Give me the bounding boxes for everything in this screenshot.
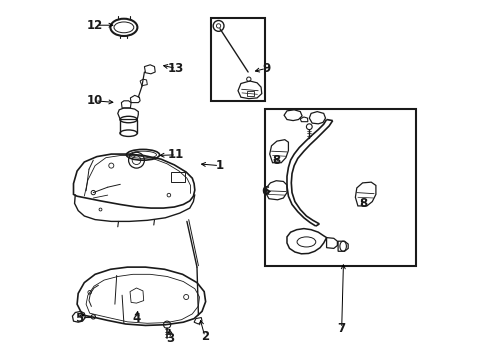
Text: 4: 4 <box>132 312 141 325</box>
Text: 13: 13 <box>168 62 184 75</box>
Bar <box>170 172 185 182</box>
Text: 11: 11 <box>168 148 184 161</box>
Text: 1: 1 <box>215 159 223 172</box>
Text: 8: 8 <box>271 154 280 167</box>
Text: 8: 8 <box>359 197 366 210</box>
Text: 7: 7 <box>337 322 345 335</box>
Text: 3: 3 <box>166 332 174 345</box>
Text: 9: 9 <box>262 62 270 75</box>
Text: 6: 6 <box>261 185 269 198</box>
Text: 2: 2 <box>201 330 208 343</box>
Bar <box>211 18 264 101</box>
Text: 10: 10 <box>87 94 103 107</box>
Bar <box>247 91 253 96</box>
Text: 5: 5 <box>75 312 83 325</box>
Text: 12: 12 <box>87 19 103 32</box>
Bar <box>265 109 415 266</box>
